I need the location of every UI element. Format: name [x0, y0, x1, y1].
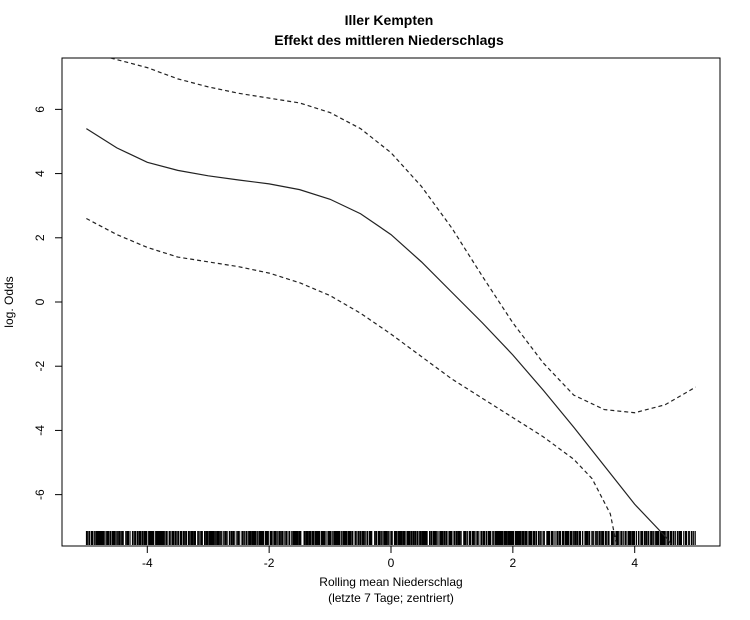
- lower-confidence-line: [86, 217, 618, 545]
- rug-ticks: [85, 531, 696, 545]
- x-tick-label: 4: [631, 556, 638, 570]
- y-tick-label: 4: [33, 170, 47, 177]
- y-axis-label: log. Odds: [2, 276, 16, 327]
- x-tick-label: -4: [142, 556, 153, 570]
- chart-subtitle: Effekt des mittleren Niederschlags: [274, 32, 504, 48]
- y-axis: -6 -4 -2 0 2 4 6: [33, 106, 63, 500]
- y-tick-label: -4: [33, 425, 47, 436]
- y-tick-label: -6: [33, 489, 47, 500]
- chart-title: Iller Kempten: [345, 12, 434, 28]
- y-tick-label: 6: [33, 106, 47, 113]
- rug-marks: [85, 531, 696, 545]
- series-layer: [86, 58, 696, 545]
- y-tick-label: 0: [33, 298, 47, 305]
- plot-frame: [61, 57, 721, 547]
- x-axis: -4 -2 0 2 4: [142, 545, 638, 570]
- y-tick-label: -2: [33, 361, 47, 372]
- x-axis-label: Rolling mean Niederschlag: [319, 575, 462, 589]
- upper-confidence-line: [110, 58, 696, 414]
- x-tick-label: 0: [388, 556, 395, 570]
- estimate-line: [86, 128, 672, 545]
- x-tick-label: 2: [510, 556, 517, 570]
- y-tick-label: 2: [33, 234, 47, 241]
- x-tick-label: -2: [264, 556, 275, 570]
- x-axis-sublabel: (letzte 7 Tage; zentriert): [328, 591, 454, 605]
